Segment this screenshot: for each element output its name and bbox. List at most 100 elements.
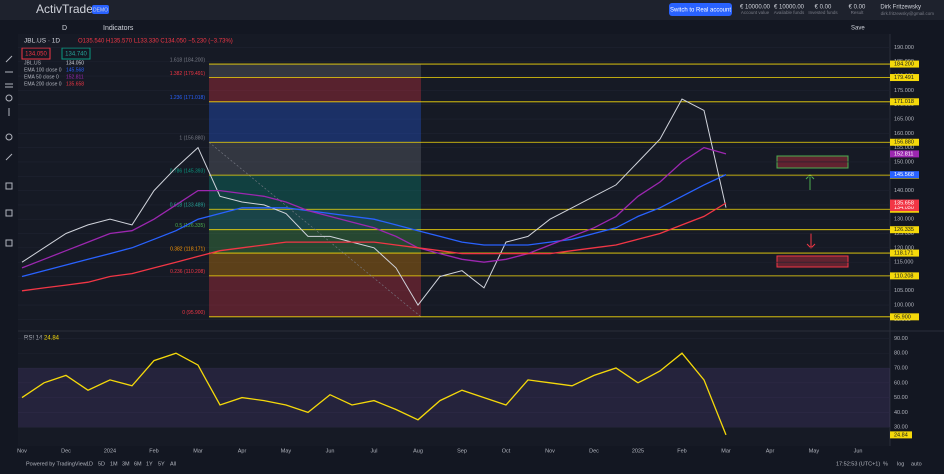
fib-axis-tag — [890, 60, 919, 68]
x-tick-label: May — [281, 448, 292, 454]
tool-pattern[interactable] — [5, 133, 13, 141]
y-tick-label: 120.000 — [894, 245, 914, 251]
fib-label: 1.236 (171.018) — [170, 95, 206, 101]
legend-entry: EMA 50 close 0 — [24, 74, 59, 80]
fib-label: 1.382 (179.491) — [170, 71, 206, 77]
user-email: dirk.fritzewsky@gmail.com — [881, 11, 935, 16]
last-price-label: 152.811 — [894, 151, 913, 157]
x-tick-label: Feb — [677, 448, 686, 454]
stat-value: € 0.00 — [849, 5, 866, 11]
x-tick-label: Jul — [370, 448, 377, 454]
tool-icons — [5, 55, 13, 247]
user-name: Dirk Fritzewsky — [880, 5, 921, 11]
x-tick-label: Aug — [413, 448, 423, 454]
stat-value: € 0.00 — [815, 5, 832, 11]
range-button[interactable]: 1M — [110, 461, 118, 467]
tool-trend[interactable] — [5, 55, 13, 63]
stat-label: Available funds — [774, 10, 805, 15]
y-tick-label: 90.00 — [894, 336, 908, 342]
rsi-tag — [890, 431, 912, 439]
last-price-label: 145.568 — [894, 172, 914, 178]
bid[interactable]: 134.050 — [25, 52, 47, 58]
fib-label: 0.5 (126.335) — [175, 223, 205, 229]
x-tick-label: Nov — [545, 448, 555, 454]
clock: 17:52:53 (UTC+1) — [836, 461, 880, 467]
fib-axis-label: 95.900 — [894, 314, 911, 320]
tool-shape[interactable] — [5, 94, 13, 102]
range-button[interactable]: All — [170, 461, 176, 467]
tool-measure[interactable] — [5, 153, 13, 161]
fib-axis-label: 171.018 — [894, 99, 914, 105]
cta-label[interactable]: Switch to Real account — [670, 8, 731, 14]
fib-zone — [209, 142, 421, 176]
y-tick-label: 155.000 — [894, 145, 914, 151]
x-tick-label: Oct — [502, 448, 511, 454]
ask[interactable]: 134.740 — [65, 52, 87, 58]
y-tick-label: 175.000 — [894, 88, 914, 94]
stat-value: € 10000.00 — [774, 5, 805, 11]
powered: Powered by TradingView — [26, 461, 87, 467]
fib-label: 0.382 (118.171) — [170, 246, 205, 252]
series-line — [21, 174, 727, 278]
y-tick-label: 115.000 — [894, 260, 913, 266]
scale-option[interactable]: log — [897, 461, 904, 467]
last-price-tag — [890, 204, 919, 212]
indicators[interactable]: Indicators — [103, 25, 134, 32]
x-tick-label: Jun — [854, 448, 863, 454]
fib-label: 0.236 (110.208) — [170, 269, 205, 275]
range-button[interactable]: 3M — [122, 461, 130, 467]
fib-zone — [209, 77, 421, 102]
save[interactable]: Save — [851, 26, 865, 32]
x-tick-label: Mar — [721, 448, 731, 454]
x-tick-label: Jun — [326, 448, 335, 454]
range-button[interactable]: 5Y — [158, 461, 165, 467]
tool-trash[interactable] — [5, 239, 13, 247]
ask-box[interactable] — [61, 47, 91, 60]
fib-axis-label: 126.335 — [894, 227, 914, 233]
legend-value: 134.050 — [66, 60, 84, 66]
y-tick-label: 125.000 — [894, 231, 914, 237]
y-tick-label: 60.00 — [894, 380, 908, 386]
tool-lock[interactable] — [5, 209, 13, 217]
y-tick-label: 40.00 — [894, 410, 908, 416]
fib-axis-label: 184.200 — [894, 62, 914, 68]
bid-box[interactable] — [21, 47, 51, 60]
y-tick-label: 165.000 — [894, 116, 914, 122]
fib-label: 1.618 (184.200) — [170, 57, 206, 63]
logo: ActivTrader — [36, 2, 97, 16]
scale-option[interactable]: auto — [911, 461, 922, 467]
stat-label: Account value — [741, 10, 770, 15]
x-tick-label: Feb — [149, 448, 158, 454]
y-tick-label: 70.00 — [894, 365, 908, 371]
timeframe[interactable]: D — [62, 25, 67, 32]
last-price-label: 135.658 — [894, 200, 914, 206]
range-button[interactable]: 5D — [98, 461, 105, 467]
rsi-band — [18, 368, 890, 428]
fib-axis-tag — [890, 313, 919, 321]
last-price-label: 134.050 — [894, 205, 914, 211]
legend-value: 135.658 — [66, 81, 84, 87]
x-tick-label: Dec — [589, 448, 599, 454]
fib-axis-tag — [890, 249, 919, 257]
cta-button[interactable] — [669, 3, 732, 16]
fib-zone — [209, 101, 421, 143]
fib-label: 1 (156.880) — [179, 136, 205, 142]
range-button[interactable]: 1Y — [146, 461, 153, 467]
stat-label: Invested funds — [808, 10, 838, 15]
legend-value: 152.811 — [66, 74, 84, 80]
y-tick-label: 105.000 — [894, 288, 914, 294]
fib-zone — [209, 275, 421, 317]
fib-zone — [209, 209, 421, 230]
legend-entry: EMA 100 close 0 — [24, 67, 62, 73]
fib-axis-tag — [890, 74, 919, 82]
y-tick-label: 130.000 — [894, 217, 914, 223]
tool-magnet[interactable] — [5, 182, 13, 190]
series-line — [21, 98, 727, 306]
range-button[interactable]: 1D — [86, 461, 93, 467]
scale-option[interactable]: % — [883, 461, 888, 467]
y-tick-label: 140.000 — [894, 188, 914, 194]
stop-box — [776, 255, 849, 268]
fib-axis-tag — [890, 272, 919, 280]
range-button[interactable]: 6M — [134, 461, 142, 467]
